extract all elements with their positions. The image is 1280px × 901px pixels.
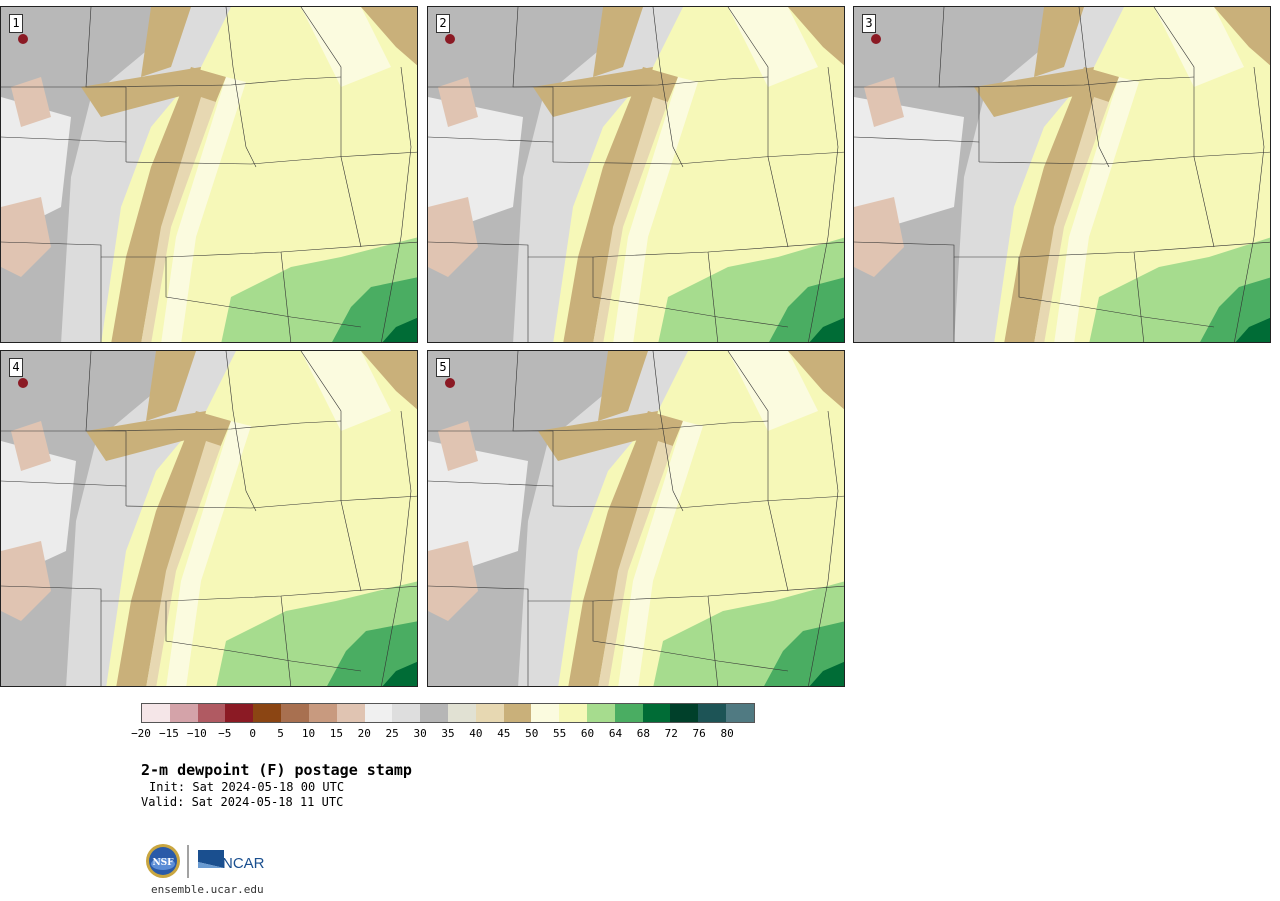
member-panel-2: 2 <box>427 6 845 343</box>
colorbar-tick-label: −15 <box>158 727 179 740</box>
colorbar-tick-label: 76 <box>692 727 706 740</box>
colorbar-tick-label: 80 <box>720 727 734 740</box>
footer-url: ensemble.ucar.edu <box>151 883 264 896</box>
colorbar-segment <box>253 704 282 722</box>
colorbar-segment <box>726 704 754 722</box>
colorbar-segment <box>420 704 448 722</box>
dewpoint-map-5 <box>428 351 844 686</box>
colorbar-tick-label: −5 <box>218 727 232 740</box>
colorbar-segment <box>225 704 254 722</box>
colorbar-tick-label: 5 <box>277 727 284 740</box>
member-panel-1: 1 <box>0 6 418 343</box>
colorbar-segment <box>587 704 615 722</box>
colorbar-tick-label: 20 <box>357 727 371 740</box>
colorbar-tick-label: 68 <box>636 727 650 740</box>
svg-text:NCAR: NCAR <box>222 855 265 872</box>
colorbar-tick-label: 72 <box>664 727 678 740</box>
dewpoint-map-1 <box>1 7 417 342</box>
dewpoint-map-3 <box>854 7 1270 342</box>
colorbar-tick-label: 55 <box>553 727 567 740</box>
member-label: 2 <box>436 14 450 33</box>
colorbar-tick-label: 45 <box>497 727 511 740</box>
valid-time: Valid: Sat 2024-05-18 11 UTC <box>141 795 344 809</box>
colorbar-tick-label: 0 <box>249 727 256 740</box>
dewpoint-map-4 <box>1 351 417 686</box>
colorbar-segment <box>281 704 309 722</box>
colorbar-segment <box>447 704 476 722</box>
colorbar-tick-label: 60 <box>580 727 595 740</box>
colorbar-tick-label: 64 <box>608 727 623 740</box>
colorbar-segment <box>698 704 727 722</box>
member-label: 4 <box>9 358 23 377</box>
colorbar-tick-label: 25 <box>385 727 399 740</box>
colorbar-segment <box>614 704 643 722</box>
colorbar-tick-label: 30 <box>413 727 427 740</box>
colorbar-segment <box>642 704 671 722</box>
figure-title: 2-m dewpoint (F) postage stamp <box>141 761 412 779</box>
colorbar-segment <box>531 704 560 722</box>
nsf-logo-icon: NSF <box>146 844 180 878</box>
member-label: 1 <box>9 14 23 33</box>
member-label: 3 <box>862 14 876 33</box>
nsf-ncar-logos: NSF NCAR <box>146 844 265 878</box>
member-panel-5: 5 <box>427 350 845 687</box>
colorbar-segment <box>475 704 504 722</box>
colorbar-tick-label: −20 <box>131 727 151 740</box>
colorbar-segment <box>169 704 198 722</box>
init-time: Init: Sat 2024-05-18 00 UTC <box>149 780 345 794</box>
colorbar-segment <box>559 704 587 722</box>
member-panel-4: 4 <box>0 350 418 687</box>
colorbar-segment <box>197 704 226 722</box>
colorbar-segment <box>670 704 699 722</box>
colorbar-segment <box>336 704 365 722</box>
colorbar-tick-label: 40 <box>469 727 483 740</box>
colorbar-tick-label: 10 <box>301 727 316 740</box>
member-label: 5 <box>436 358 450 377</box>
colorbar-segment <box>503 704 532 722</box>
member-panel-3: 3 <box>853 6 1271 343</box>
colorbar-tick-label: 50 <box>525 727 539 740</box>
svg-text:NSF: NSF <box>152 858 174 868</box>
colorbar-segment <box>392 704 421 722</box>
colorbar-tick-label: −10 <box>186 727 207 740</box>
colorbar-tick-labels: −20 −15 −10 −5 0 5 10 15 20 25 30 35 40 45 50 55 60 64 68 7… <box>131 727 755 743</box>
dewpoint-map-2 <box>428 7 844 342</box>
colorbar-segment <box>364 704 393 722</box>
colorbar-tick-label: 15 <box>329 727 343 740</box>
ncar-logo-icon: NCAR <box>198 850 265 872</box>
colorbar-tick-label: 35 <box>441 727 455 740</box>
dewpoint-colorbar <box>141 703 755 723</box>
colorbar-segment <box>142 704 170 722</box>
colorbar-segment <box>308 704 337 722</box>
